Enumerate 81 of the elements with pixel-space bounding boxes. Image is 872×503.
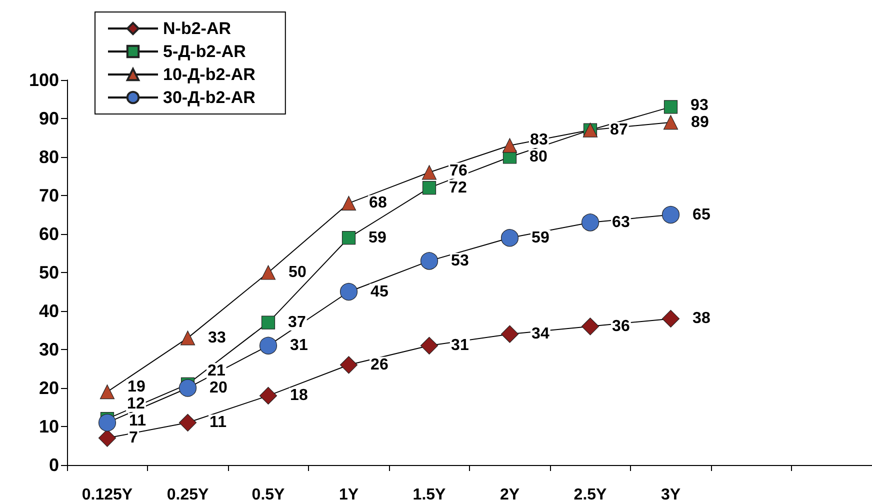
data-label: 93 (690, 96, 708, 114)
data-label: 72 (449, 179, 467, 196)
data-label: 36 (612, 318, 630, 335)
data-label: 18 (290, 387, 308, 404)
data-label: 37 (288, 314, 306, 332)
point (422, 181, 436, 195)
data-label: 21 (208, 362, 226, 380)
data-label: 45 (370, 283, 388, 300)
y-tick-label: 70 (38, 186, 59, 206)
y-tick-label: 40 (38, 301, 59, 321)
point (180, 330, 196, 346)
legend-label: 10-Д-b2-AR (163, 65, 256, 84)
y-tick-label: 30 (38, 340, 59, 360)
data-label: 59 (532, 229, 550, 246)
point (178, 414, 197, 432)
point (260, 265, 276, 280)
point (178, 379, 197, 397)
data-label: 38 (692, 310, 710, 328)
point (259, 336, 278, 354)
y-tick-label: 90 (38, 108, 59, 128)
data-label: 7 (129, 430, 138, 447)
data-label: 80 (530, 148, 548, 166)
x-tick-label: 1Y (338, 486, 359, 503)
point (581, 214, 600, 232)
x-tick-label: 2Y (500, 486, 520, 503)
point (662, 310, 680, 328)
legend-label: 5-Д-b2-AR (163, 42, 246, 61)
point (422, 165, 437, 180)
y-tick-label: 0 (48, 455, 59, 475)
x-tick-label: 1.5Y (412, 486, 446, 503)
point (420, 252, 438, 270)
data-label: 87 (610, 122, 628, 139)
data-label: 68 (369, 194, 387, 212)
legend-label: 30-Д-b2-AR (163, 88, 256, 107)
data-label: 11 (210, 414, 227, 432)
data-label: 59 (368, 229, 386, 246)
point (340, 282, 358, 301)
data-label: 89 (691, 114, 709, 131)
x-tick-label: 3Y (660, 486, 681, 503)
data-label: 65 (692, 206, 710, 224)
x-tick-label: 2.5Y (574, 486, 608, 503)
point (662, 206, 680, 224)
data-label: 12 (127, 396, 145, 413)
point (581, 318, 600, 336)
y-tick-label: 10 (38, 416, 59, 436)
point (340, 356, 358, 374)
x-tick-label: 0.125Y (82, 486, 133, 503)
data-label: 76 (450, 162, 468, 180)
data-label: 34 (532, 326, 550, 343)
data-label: 33 (208, 329, 226, 346)
y-tick-label: 80 (38, 147, 59, 167)
y-tick-label: 20 (38, 378, 59, 398)
point (663, 115, 678, 130)
point (342, 231, 356, 245)
point (98, 414, 116, 432)
y-tick-label: 50 (38, 262, 59, 282)
data-label: 31 (290, 337, 308, 354)
data-label: 83 (530, 132, 548, 148)
point (420, 336, 438, 354)
point (100, 384, 115, 400)
point (259, 386, 278, 404)
point (261, 316, 276, 330)
point (98, 429, 116, 447)
data-label: 26 (370, 356, 388, 374)
data-label: 31 (451, 337, 469, 354)
point (502, 138, 518, 153)
x-tick-label: 0.25Y (166, 486, 209, 503)
y-tick-label: 100 (28, 70, 59, 90)
data-label: 19 (128, 378, 146, 396)
point (341, 196, 356, 210)
x-tick-label: 0.5Y (252, 486, 286, 503)
legend-label: N-b2-AR (163, 19, 231, 38)
data-label: 63 (612, 214, 630, 231)
point (664, 100, 678, 114)
data-label: 53 (451, 252, 469, 270)
point (500, 325, 519, 343)
data-label: 20 (210, 380, 228, 396)
data-label: 50 (288, 264, 306, 281)
data-label: 11 (129, 412, 146, 430)
point (500, 229, 519, 247)
y-tick-label: 60 (38, 224, 59, 244)
